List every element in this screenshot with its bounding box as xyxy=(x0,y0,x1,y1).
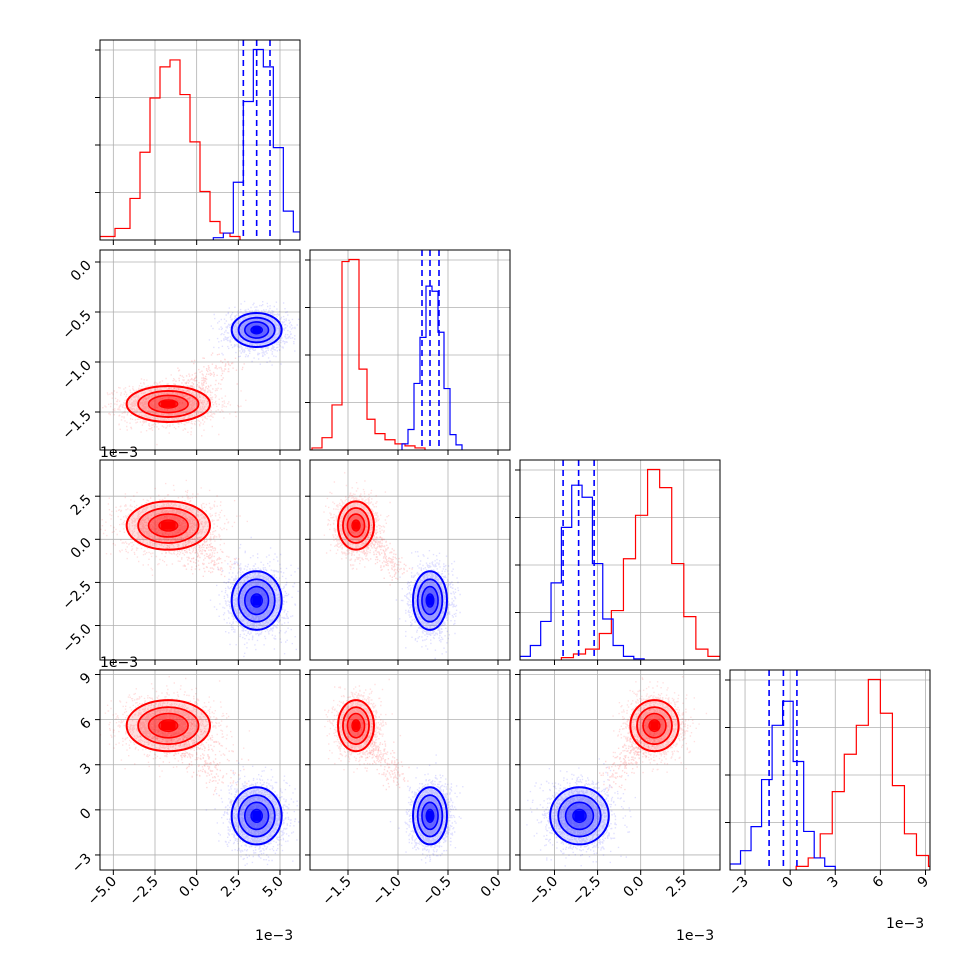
red-samples xyxy=(324,678,402,773)
x-tick-label: 0.0 xyxy=(176,874,203,901)
y-tick-label: 6 xyxy=(77,715,95,733)
y-tick-label: −1.5 xyxy=(59,408,94,443)
y-tick-label: 2.5 xyxy=(68,492,95,519)
blue-peak-bin xyxy=(252,810,262,821)
x-tick-label: 6 xyxy=(870,873,888,891)
blue-samples xyxy=(389,754,464,864)
x-tick-label: 3 xyxy=(824,874,842,892)
marginal-frame xyxy=(729,669,931,871)
x-tick-label: −0.5 xyxy=(419,874,454,909)
joint-frame xyxy=(519,669,721,871)
red-tail-samples xyxy=(599,709,669,797)
x-scale-label-p0: 1e−3 xyxy=(255,928,293,944)
marginal-frame xyxy=(99,39,301,241)
y-tick-label: −5.0 xyxy=(59,621,94,656)
y-tick-label: 0.0 xyxy=(68,535,95,562)
blue-histogram xyxy=(520,484,645,660)
y-tick-label: 0.0 xyxy=(68,258,95,285)
y-tick-label: 0 xyxy=(77,805,95,823)
blue-peak-bin xyxy=(252,327,262,333)
joint-frame xyxy=(99,669,301,871)
blue-peak-bin xyxy=(427,810,433,821)
x-scale-label-p3: 1e−3 xyxy=(886,916,924,932)
x-tick-label: −5.0 xyxy=(526,874,561,909)
red-peak-bin xyxy=(352,721,360,731)
blue-peak-bin xyxy=(427,595,433,606)
red-tail-samples xyxy=(145,352,245,414)
x-tick-label: 5.0 xyxy=(260,874,287,901)
marginal-panel-p3: −3 0 3 6 9 xyxy=(725,669,933,900)
y-tick-label: −0.5 xyxy=(59,308,94,343)
joint-panel-p1-p2 xyxy=(305,459,511,665)
x-tick-label: −3 xyxy=(726,874,752,900)
x-tick-label: 2.5 xyxy=(664,874,691,901)
blue-histogram xyxy=(401,285,463,450)
joint-panel-p1-p3: −1.5 −1.0 −0.5 0.0 xyxy=(305,669,511,909)
y-tick-label: −2.5 xyxy=(59,578,94,613)
marginal-frame xyxy=(519,459,721,661)
red-samples xyxy=(102,368,247,449)
red-histogram xyxy=(100,59,241,240)
joint-panel-p2-p3: −5.0 −2.5 0.0 2.5 xyxy=(515,669,721,909)
joint-frame xyxy=(99,249,301,451)
y-scale-label-p1: 1e−3 xyxy=(100,445,138,461)
marginal-panel-p1 xyxy=(305,249,511,455)
y-tick-label: 3 xyxy=(77,760,95,778)
y-tick-label: 9 xyxy=(77,670,95,688)
red-histogram xyxy=(311,258,426,450)
y-scale-label-p2: 1e−3 xyxy=(100,655,138,671)
joint-panel-p0-p1: −1.5 −1.0 −0.5 0.0 xyxy=(59,249,301,455)
joint-panel-p0-p2: −5.0 −2.5 0.0 2.5 xyxy=(59,459,301,665)
x-tick-label: 0 xyxy=(779,874,797,892)
red-samples xyxy=(100,676,251,778)
blue-peak-bin xyxy=(574,810,585,821)
y-tick-label: −3 xyxy=(69,850,95,876)
red-peak-bin xyxy=(161,721,176,731)
red-histogram xyxy=(560,468,720,660)
red-tail-samples xyxy=(351,517,413,586)
red-peak-bin xyxy=(161,521,176,530)
marginal-frame xyxy=(309,249,511,451)
joint-frame xyxy=(309,459,511,661)
red-tail-samples xyxy=(344,719,410,791)
x-tick-label: −1.0 xyxy=(369,874,404,909)
red-peak-bin xyxy=(650,721,659,731)
x-tick-label: −1.5 xyxy=(319,874,354,909)
x-tick-label: 9 xyxy=(915,874,933,892)
x-tick-label: −2.5 xyxy=(569,874,604,909)
x-tick-label: −2.5 xyxy=(126,874,161,909)
x-tick-label: 2.5 xyxy=(218,874,245,901)
blue-peak-bin xyxy=(252,595,262,606)
x-tick-label: 0.0 xyxy=(620,874,647,901)
x-tick-label: −5.0 xyxy=(85,874,120,909)
joint-frame xyxy=(99,459,301,661)
y-tick-label: −1.0 xyxy=(59,358,94,393)
red-peak-bin xyxy=(161,400,176,408)
marginal-panel-p0 xyxy=(95,39,301,245)
x-scale-label-p2: 1e−3 xyxy=(676,928,714,944)
x-tick-label: 0.0 xyxy=(478,874,505,901)
red-histogram xyxy=(795,678,930,870)
marginal-panel-p2 xyxy=(515,459,721,665)
blue-histogram xyxy=(212,48,300,240)
red-peak-bin xyxy=(352,521,360,530)
joint-panel-p0-p3: −5.0 −2.5 0.0 2.5 5.0 −3 0 3 6 9 xyxy=(69,669,301,909)
joint-frame xyxy=(309,669,511,871)
